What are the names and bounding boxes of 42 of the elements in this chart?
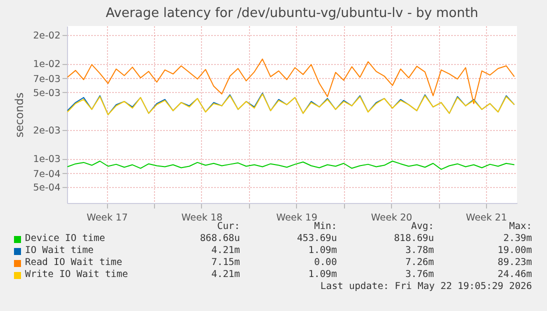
y-tick-label: 2e-02 <box>33 30 60 42</box>
y-tick-label: 2e-03 <box>33 126 60 137</box>
y-tick-label: 5e-04 <box>33 182 60 194</box>
text: 7.15m <box>211 257 240 268</box>
text: 4.21m <box>211 245 240 256</box>
text: 7.26m <box>405 257 434 268</box>
x-tick-label: Week 20 <box>371 212 412 224</box>
text: 3.76m <box>405 269 434 280</box>
text: Last update: Fri May 22 19:05:29 2026 <box>320 281 532 292</box>
text: 818.69u <box>394 233 434 244</box>
y-tick-label: 7e-03 <box>33 74 60 85</box>
text: 19.00m <box>498 245 532 256</box>
text: Max: <box>509 221 532 232</box>
text: 3.78m <box>405 245 434 256</box>
legend-label: Read IO Wait time <box>25 257 122 268</box>
legend-label: Write IO Wait time <box>25 269 128 280</box>
x-tick-label: Week 19 <box>276 212 318 224</box>
text: 868.68u <box>200 233 240 244</box>
y-tick-label: 1e-03 <box>33 154 60 166</box>
legend-label: Device IO time <box>25 233 106 244</box>
text: Min: <box>314 221 337 232</box>
text: 4.21m <box>211 269 240 280</box>
y-tick-label: 7e-04 <box>33 168 60 180</box>
text: 2.39m <box>503 233 532 244</box>
text: 453.69u <box>296 233 337 244</box>
text: Cur: <box>217 221 240 232</box>
line-series <box>67 58 515 104</box>
y-tick-label: 5e-03 <box>33 88 60 99</box>
text: 1.09m <box>308 245 337 256</box>
y-axis-title: seconds <box>13 92 26 138</box>
x-tick-label: Week 21 <box>466 212 507 224</box>
text: 89.23m <box>498 257 532 268</box>
x-tick-label: Week 17 <box>86 212 128 224</box>
text: 1.09m <box>308 269 337 280</box>
x-tick-label: Week 18 <box>181 212 223 224</box>
legend-label: IO Wait time <box>25 245 94 256</box>
text: 0.00 <box>314 257 337 268</box>
line-series <box>67 160 515 170</box>
y-tick-label: 1e-02 <box>33 59 60 70</box>
text: 24.46m <box>498 269 532 280</box>
chart-title: Average latency for /dev/ubuntu-vg/ubuntu-lv - by month <box>106 6 478 21</box>
text: Avg: <box>411 221 434 232</box>
